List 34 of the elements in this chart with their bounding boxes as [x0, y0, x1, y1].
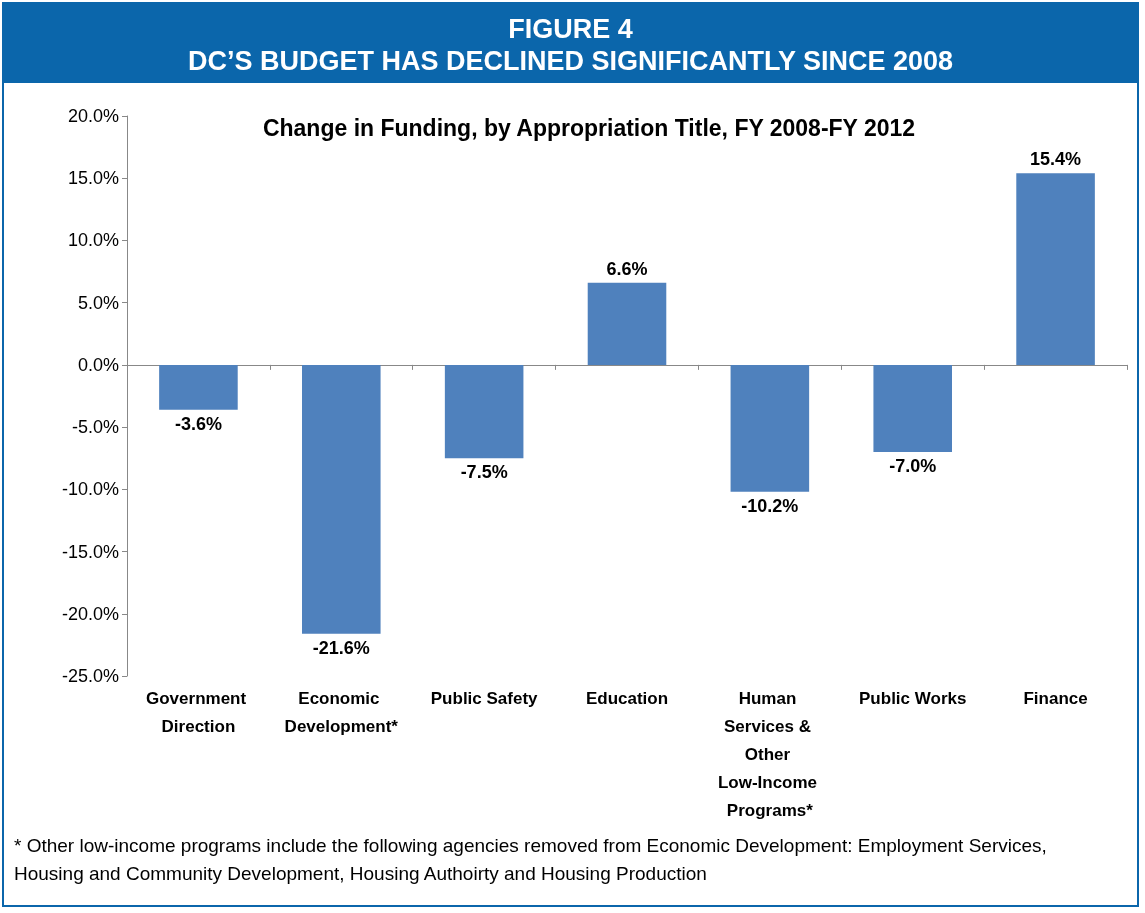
y-tick-label: 15.0% [67, 168, 119, 189]
bar [730, 364, 810, 492]
x-tick-label: Public Safety [430, 688, 539, 708]
x-tick-label: Government Direction [146, 688, 251, 736]
chart-title: FIGURE 4 DC’S BUDGET HAS DECLINED SIGNIFICANTLY SINCE 2008 [4, 4, 1137, 83]
x-tick-label: Human Services & Other Low-Income Programs* [717, 688, 822, 820]
bar [444, 364, 524, 459]
x-tick-label: Public Works [859, 688, 967, 708]
y-tick-label: 5.0% [77, 292, 119, 313]
y-tick-label: 0.0% [77, 354, 119, 375]
bar [587, 282, 667, 365]
x-tick-label: Finance [1023, 688, 1088, 708]
data-label: -7.5% [460, 462, 508, 483]
y-tick-label: 10.0% [67, 230, 119, 251]
data-label: -3.6% [174, 413, 222, 434]
x-tick-label: Education [585, 688, 669, 708]
bar [159, 364, 238, 410]
y-tick-label: -15.0% [61, 541, 119, 562]
data-label: -21.6% [312, 637, 370, 658]
y-tick-label: -25.0% [61, 666, 119, 686]
bar [873, 364, 952, 452]
y-tick-label: 20.0% [67, 106, 119, 126]
data-label: -10.2% [741, 495, 799, 516]
bar [302, 364, 381, 634]
y-tick-label: -10.0% [61, 479, 119, 500]
chart-subtitle: Change in Funding, by Appropriation Title, FY 2008-FY 2012 [262, 114, 916, 141]
data-label: 6.6% [606, 258, 648, 279]
bar [1016, 173, 1095, 365]
x-tick-label: Economic Development* [284, 688, 399, 736]
y-tick-label: -20.0% [61, 603, 119, 624]
data-label: -7.0% [889, 456, 937, 476]
data-label: 15.4% [1030, 149, 1082, 170]
text: * Other low-income programs include the following agencies removed from Economic Development: Employment Services, Housing and Community Development, Housing Authoirty and Housing Production [14, 834, 1048, 886]
y-tick-label: -5.0% [71, 417, 119, 438]
